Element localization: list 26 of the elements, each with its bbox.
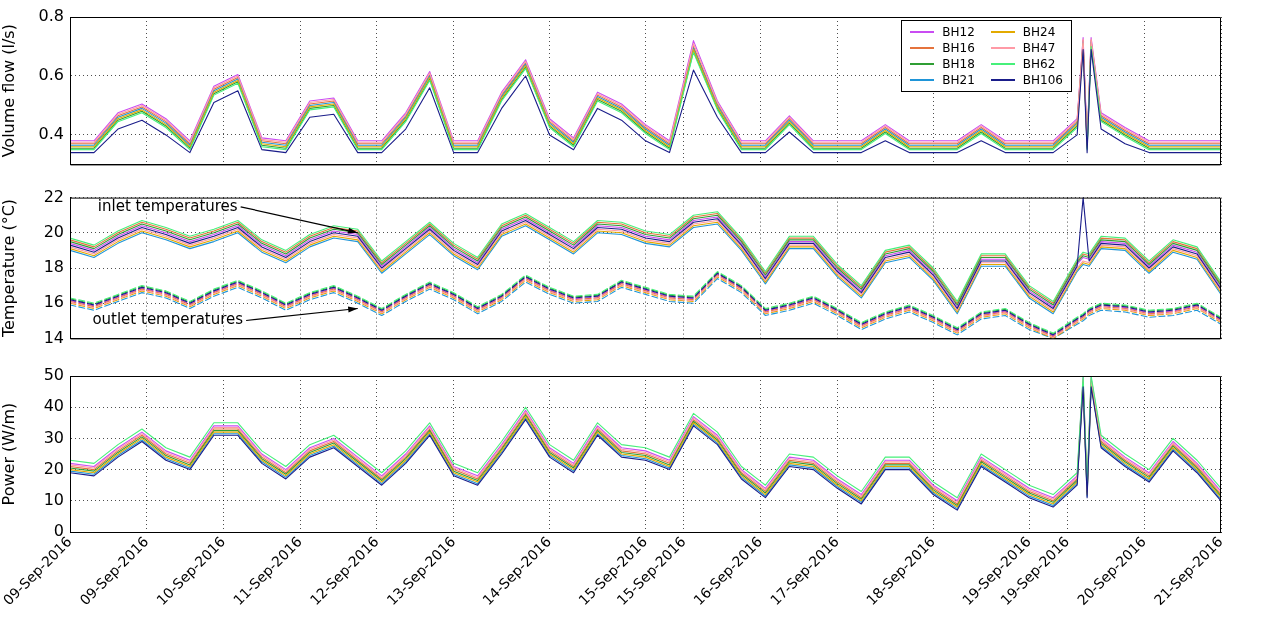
legend-label: BH21 (942, 73, 975, 87)
y-tick-label: 14 (43, 327, 64, 347)
y-tick-label: 40 (43, 396, 64, 416)
y-tick-label: 0.4 (38, 124, 64, 144)
y-tick-label: 0.8 (38, 6, 64, 26)
legend-label: BH47 (1022, 41, 1056, 55)
y-tick-label: 10 (43, 489, 64, 509)
y-tick-label: 18 (43, 257, 64, 277)
y-tick-label: 20 (43, 458, 64, 478)
annotation: outlet temperatures (92, 310, 244, 329)
legend-label: BH18 (942, 57, 975, 71)
y-axis-title: Power (W/m) (0, 402, 18, 506)
y-axis-title: Volume flow (l/s) (0, 24, 18, 158)
y-tick-label: 20 (43, 221, 64, 241)
legend-label: BH106 (1022, 73, 1063, 87)
legend-label: BH62 (1022, 57, 1056, 71)
legend-label: BH16 (942, 41, 975, 55)
legend-label: BH12 (942, 25, 975, 39)
y-tick-label: 50 (43, 365, 64, 385)
y-tick-label: 16 (43, 292, 64, 312)
y-tick-label: 22 (43, 186, 64, 206)
legend-label: BH24 (1022, 25, 1056, 39)
y-tick-label: 0.6 (38, 65, 64, 85)
annotation: inlet temperatures (97, 196, 238, 215)
y-axis-title: Temperature (°C) (0, 198, 18, 339)
y-tick-label: 30 (43, 427, 64, 447)
